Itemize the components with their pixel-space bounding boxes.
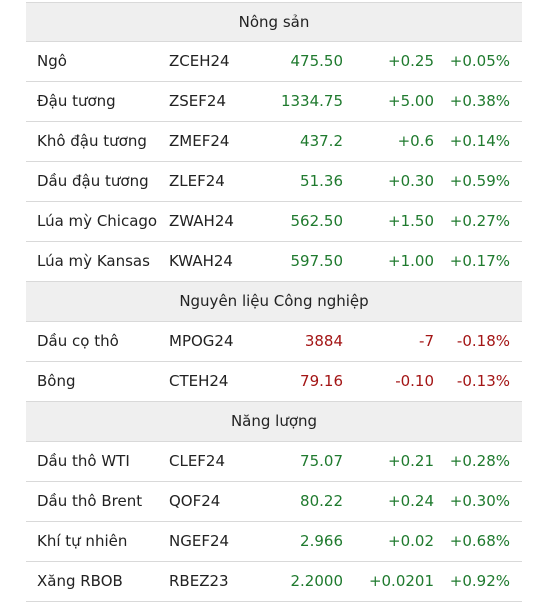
contract-code: RBEZ23 (169, 572, 229, 590)
contract-code: KWAH24 (169, 252, 233, 270)
table-row[interactable]: Bông CTEH24 79.16 -0.10 -0.13% (26, 362, 522, 402)
section-header-agriculture: Nông sản (26, 2, 522, 42)
table-row[interactable]: Đậu tương ZSEF24 1334.75 +5.00 +0.38% (26, 82, 522, 122)
contract-code: ZSEF24 (169, 92, 226, 110)
table-row[interactable]: Xăng RBOB RBEZ23 2.2000 +0.0201 +0.92% (26, 562, 522, 602)
commodity-name: Xăng RBOB (37, 572, 123, 590)
commodity-name: Đậu tương (37, 92, 116, 110)
change-value: +1.00 (388, 252, 434, 270)
percent-change: +0.68% (449, 532, 510, 550)
price-value: 51.36 (300, 172, 343, 190)
price-value: 75.07 (300, 452, 343, 470)
percent-change: +0.38% (449, 92, 510, 110)
table-row[interactable]: Dầu thô WTI CLEF24 75.07 +0.21 +0.28% (26, 442, 522, 482)
commodity-name: Dầu đậu tương (37, 172, 149, 190)
percent-change: +0.92% (449, 572, 510, 590)
change-value: +0.0201 (368, 572, 434, 590)
commodity-name: Ngô (37, 52, 67, 70)
contract-code: ZCEH24 (169, 52, 230, 70)
change-value: +0.6 (397, 132, 434, 150)
table-row[interactable]: Ngô ZCEH24 475.50 +0.25 +0.05% (26, 42, 522, 82)
table-row[interactable]: Khô đậu tương ZMEF24 437.2 +0.6 +0.14% (26, 122, 522, 162)
contract-code: ZMEF24 (169, 132, 230, 150)
commodity-name: Khí tự nhiên (37, 532, 128, 550)
commodity-name: Dầu cọ thô (37, 332, 119, 350)
percent-change: +0.28% (449, 452, 510, 470)
commodity-name: Lúa mỳ Chicago (37, 212, 158, 230)
section-title: Nông sản (238, 13, 310, 31)
price-value: 475.50 (290, 52, 344, 70)
percent-change: -0.13% (456, 372, 510, 390)
price-value: 437.2 (300, 132, 343, 150)
table-row[interactable]: Dầu thô Brent QOF24 80.22 +0.24 +0.30% (26, 482, 522, 522)
percent-change: +0.27% (449, 212, 510, 230)
percent-change: +0.14% (449, 132, 510, 150)
table-row[interactable]: Lúa mỳ Kansas KWAH24 597.50 +1.00 +0.17% (26, 242, 522, 282)
contract-code: CTEH24 (169, 372, 229, 390)
percent-change: -0.18% (456, 332, 510, 350)
table-row[interactable]: Khí tự nhiên NGEF24 2.966 +0.02 +0.68% (26, 522, 522, 562)
commodity-price-table: Nông sản Ngô ZCEH24 475.50 +0.25 +0.05% … (26, 2, 522, 602)
price-value: 1334.75 (280, 92, 343, 110)
commodity-name: Khô đậu tương (37, 132, 147, 150)
price-value: 597.50 (290, 252, 344, 270)
contract-code: ZLEF24 (169, 172, 225, 190)
price-value: 80.22 (300, 492, 343, 510)
change-value: +1.50 (388, 212, 434, 230)
change-value: +5.00 (388, 92, 434, 110)
change-value: +0.30 (388, 172, 434, 190)
contract-code: MPOG24 (169, 332, 234, 350)
percent-change: +0.59% (449, 172, 510, 190)
section-title: Nguyên liệu Công nghiệp (179, 292, 369, 310)
commodity-name: Lúa mỳ Kansas (37, 252, 150, 270)
change-value: +0.02 (388, 532, 434, 550)
change-value: +0.24 (388, 492, 434, 510)
percent-change: +0.30% (449, 492, 510, 510)
section-title: Năng lượng (230, 412, 318, 430)
contract-code: ZWAH24 (169, 212, 234, 230)
price-value: 79.16 (300, 372, 343, 390)
price-value: 562.50 (290, 212, 344, 230)
table-row[interactable]: Dầu đậu tương ZLEF24 51.36 +0.30 +0.59% (26, 162, 522, 202)
contract-code: QOF24 (169, 492, 221, 510)
percent-change: +0.05% (449, 52, 510, 70)
change-value: +0.21 (388, 452, 434, 470)
change-value: -0.10 (395, 372, 434, 390)
change-value: +0.25 (388, 52, 434, 70)
commodity-name: Dầu thô Brent (37, 492, 143, 510)
contract-code: NGEF24 (169, 532, 230, 550)
commodity-name: Bông (37, 372, 76, 390)
commodity-name: Dầu thô WTI (37, 452, 130, 470)
section-header-energy: Năng lượng (26, 402, 522, 442)
price-value: 3884 (304, 332, 343, 350)
price-value: 2.2000 (290, 572, 344, 590)
table-row[interactable]: Lúa mỳ Chicago ZWAH24 562.50 +1.50 +0.27… (26, 202, 522, 242)
contract-code: CLEF24 (169, 452, 226, 470)
price-value: 2.966 (300, 532, 343, 550)
table-row[interactable]: Dầu cọ thô MPOG24 3884 -7 -0.18% (26, 322, 522, 362)
section-header-industrial: Nguyên liệu Công nghiệp (26, 282, 522, 322)
change-value: -7 (419, 332, 434, 350)
percent-change: +0.17% (449, 252, 510, 270)
